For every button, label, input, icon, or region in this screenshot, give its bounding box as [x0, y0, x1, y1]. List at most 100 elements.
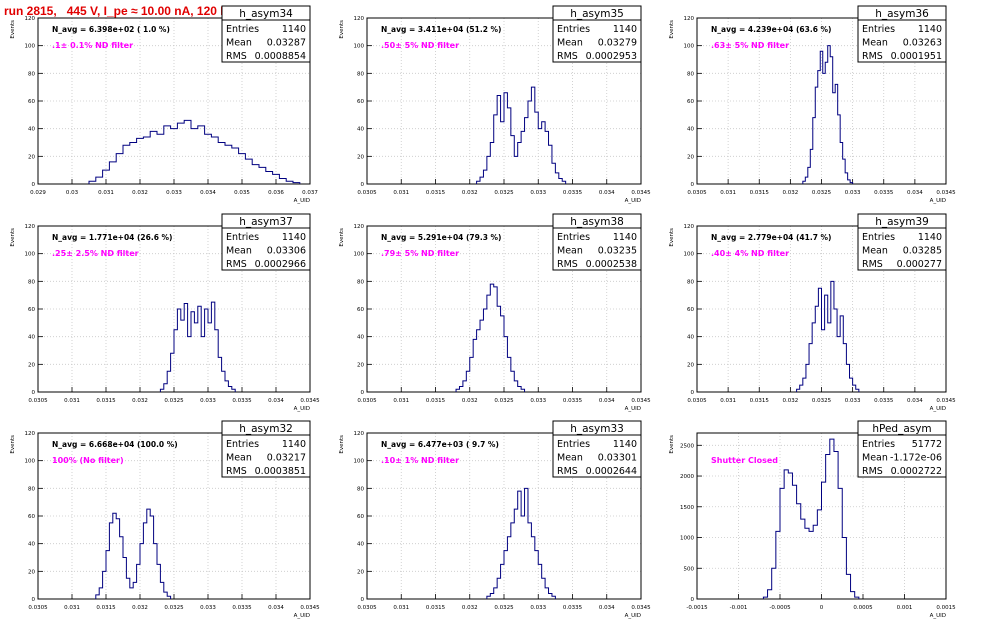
x-tick-label: 0.0305: [687, 190, 707, 196]
x-tick-label: 0.033: [530, 398, 546, 404]
x-tick-label: 0.0305: [28, 398, 48, 404]
y-tick-label: 120: [684, 16, 695, 22]
x-axis-title: A_UID: [930, 613, 946, 619]
stats-label: Entries: [226, 439, 259, 450]
y-tick-label: 20: [28, 362, 35, 368]
y-tick-label: 120: [354, 431, 365, 437]
stats-label: Mean: [862, 38, 888, 49]
x-tick-label: 0.031: [64, 605, 80, 611]
histogram-panel-h_asym39: 0.0305 0.031 0.0315 0.032 0.0325 0.033 0.0335 0…: [669, 213, 956, 412]
y-tick-label: 80: [28, 279, 35, 285]
stats-box: [221, 5, 311, 63]
stats-value: 51772: [912, 439, 942, 450]
x-tick-label: 0.0325: [812, 190, 832, 196]
y-tick-label: 60: [28, 514, 35, 520]
filter-label: .25± 2.5% ND filter: [52, 249, 139, 258]
x-tick-label: 0.0345: [936, 398, 956, 404]
x-tick-label: -0.001: [730, 605, 748, 611]
stats-label: RMS: [862, 51, 883, 62]
x-axis-title: A_UID: [625, 613, 641, 619]
stats-value: 0.0002722: [891, 466, 942, 477]
x-tick-label: 0.0335: [232, 605, 252, 611]
x-tick-label: 0.0345: [936, 190, 956, 196]
x-tick-label: 0.0305: [687, 398, 707, 404]
y-axis-title: Events: [669, 228, 675, 247]
x-tick-label: 0.0305: [357, 190, 377, 196]
x-tick-label: 0.034: [268, 398, 284, 404]
y-axis-title: Events: [669, 435, 675, 454]
y-tick-label: 20: [28, 154, 35, 160]
x-tick-label: 0.034: [599, 398, 615, 404]
stats-label: Entries: [557, 439, 590, 450]
x-tick-label: 0.034: [907, 398, 923, 404]
y-tick-label: 2500: [680, 443, 694, 449]
stats-value: 0.0002644: [586, 466, 637, 477]
x-tick-label: 0.033: [845, 190, 861, 196]
stats-value: 0.000277: [897, 259, 942, 270]
y-tick-label: 20: [28, 569, 35, 575]
stats-label: Mean: [557, 453, 583, 464]
stats-label: Mean: [862, 453, 888, 464]
stats-box: [221, 213, 311, 271]
histogram-name: h_asym36: [875, 8, 929, 20]
stats-label: Entries: [862, 24, 895, 35]
filter-label: .40± 4% ND filter: [711, 249, 789, 258]
navg-label: N_avg = 4.239e+04 (63.6 %): [711, 25, 831, 34]
stats-label: RMS: [226, 259, 247, 270]
stats-value: 0.03287: [267, 38, 306, 49]
y-tick-label: 0: [361, 182, 365, 188]
stats-value: 0.03263: [903, 38, 942, 49]
histogram-panel-h_asym34: 0.029 0.03 0.031 0.032 0.033 0.034 0.035 0.036 0…: [10, 5, 318, 204]
x-tick-label: 0.0315: [750, 190, 770, 196]
x-tick-label: 0.032: [462, 398, 478, 404]
stats-label: Entries: [226, 232, 259, 243]
stats-label: Entries: [862, 439, 895, 450]
x-tick-label: 0.0305: [357, 605, 377, 611]
y-tick-label: 40: [687, 127, 694, 133]
x-tick-label: 0.0315: [96, 398, 116, 404]
stats-label: RMS: [862, 466, 883, 477]
stats-value: 0.03279: [598, 38, 637, 49]
stats-box: [552, 213, 642, 271]
stats-value: 0.03235: [598, 246, 637, 257]
y-axis-title: Events: [339, 20, 345, 39]
y-tick-label: 120: [684, 224, 695, 230]
x-tick-label: 0.0325: [494, 398, 514, 404]
y-tick-label: 80: [28, 486, 35, 492]
y-tick-label: 0: [691, 390, 695, 396]
x-tick-label: 0.0305: [357, 398, 377, 404]
x-tick-label: 0.0315: [426, 398, 446, 404]
stats-label: Mean: [226, 246, 252, 257]
x-tick-label: 0.0325: [812, 398, 832, 404]
stats-value: 0.0008854: [255, 51, 306, 62]
y-tick-label: 60: [687, 307, 694, 313]
x-axis-title: A_UID: [294, 613, 310, 619]
y-tick-label: 120: [25, 431, 36, 437]
x-tick-label: 0.0015: [936, 605, 956, 611]
x-tick-label: 0.035: [234, 190, 250, 196]
x-tick-label: 0.0315: [426, 190, 446, 196]
histogram-name: h_asym39: [875, 216, 929, 228]
stats-value: 1140: [613, 232, 637, 243]
y-axis-title: Events: [10, 435, 16, 454]
navg-label: N_avg = 6.668e+04 (100.0 %): [52, 440, 178, 449]
y-axis-title: Events: [10, 20, 16, 39]
y-tick-label: 100: [354, 252, 365, 258]
y-tick-label: 80: [357, 279, 364, 285]
y-tick-label: 100: [354, 44, 365, 50]
stats-box: [552, 420, 642, 478]
x-tick-label: 0.032: [462, 605, 478, 611]
y-tick-label: 40: [357, 542, 364, 548]
histogram-name: h_asym35: [570, 8, 624, 20]
x-tick-label: 0.029: [30, 190, 46, 196]
stats-value: -1.172e-06: [890, 453, 942, 464]
stats-label: Entries: [557, 24, 590, 35]
y-tick-label: 0: [691, 182, 695, 188]
histogram-line: [802, 45, 854, 184]
histogram-line: [762, 438, 860, 599]
stats-value: 1140: [918, 232, 942, 243]
y-tick-label: 80: [28, 71, 35, 77]
y-tick-label: 80: [357, 486, 364, 492]
x-tick-label: 0.0315: [426, 605, 446, 611]
y-axis-title: Events: [339, 228, 345, 247]
